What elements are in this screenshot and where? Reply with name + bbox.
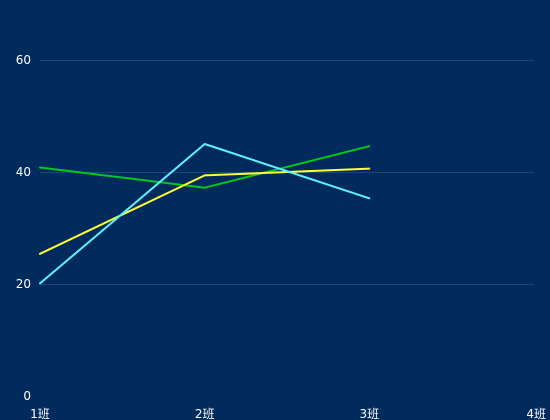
y-tick-label: 0	[23, 389, 31, 403]
series-lines	[39, 143, 371, 285]
y-tick-label: 20	[16, 277, 31, 291]
y-tick-label: 60	[16, 53, 31, 67]
x-tick-label: 4班	[526, 407, 546, 420]
x-tick-label: 2班	[195, 407, 215, 420]
y-tick-label: 40	[16, 165, 31, 179]
y-axis-ticks: 0 20 40 60	[16, 53, 31, 403]
x-tick-label: 3班	[360, 407, 380, 420]
series-line-1	[39, 145, 371, 189]
x-axis-ticks: 1班 2班 3班 4班	[30, 407, 546, 420]
series-line-3	[39, 143, 371, 285]
series-line-2	[39, 167, 371, 255]
x-tick-label: 1班	[30, 407, 50, 420]
